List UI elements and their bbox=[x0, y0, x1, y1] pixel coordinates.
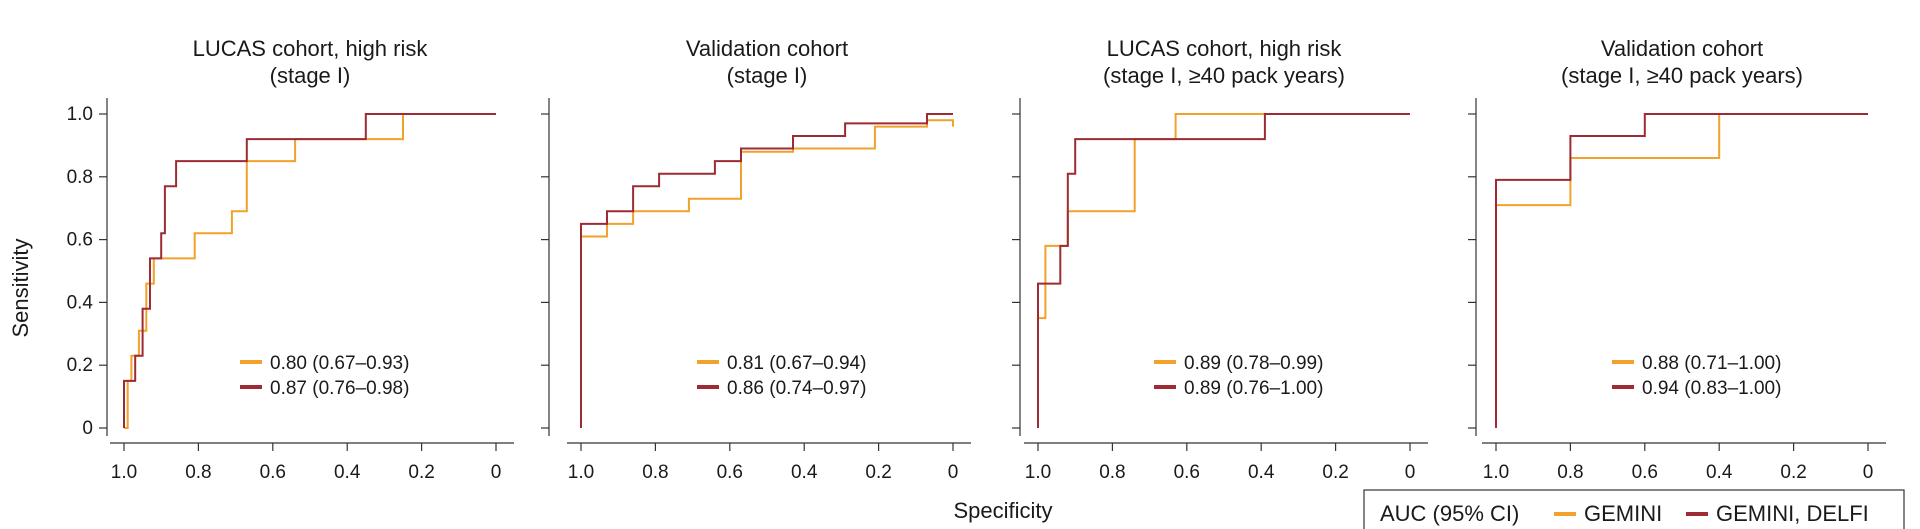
panel-4-gemini-delfi-roc-line bbox=[1495, 113, 1868, 428]
panel-2-x-tick-label: 0.6 bbox=[717, 462, 743, 483]
panel-3-title-line-1: LUCAS cohort, high risk bbox=[1107, 36, 1343, 61]
panel-1-x-tick-label: 1.0 bbox=[111, 462, 137, 483]
panel-1-title-line-2: (stage I) bbox=[270, 63, 351, 88]
panel-4-title-line-2: (stage I, ≥40 pack years) bbox=[1561, 63, 1803, 88]
roc-panel-3: LUCAS cohort, high risk(stage I, ≥40 pac… bbox=[1012, 36, 1428, 483]
panel-1-x-tick-label: 0.6 bbox=[260, 462, 286, 483]
panel-3-x-tick-label: 0 bbox=[1405, 462, 1416, 483]
panel-3-gemini-delfi-roc-line bbox=[1037, 113, 1410, 428]
bottom-legend-title: AUC (95% CI) bbox=[1380, 501, 1519, 526]
roc-panel-4: Validation cohort(stage I, ≥40 pack year… bbox=[1468, 36, 1886, 483]
panel-2-x-tick-label: 0.8 bbox=[642, 462, 668, 483]
panel-2-x-tick-label: 0.2 bbox=[865, 462, 891, 483]
panel-4-x-tick-label: 0.8 bbox=[1557, 462, 1583, 483]
panel-4-gemini-roc-line bbox=[1496, 113, 1868, 207]
panel-3-x-tick-label: 0.6 bbox=[1174, 462, 1200, 483]
panel-1-legend-auc-gemini: 0.80 (0.67–0.93) bbox=[270, 353, 409, 374]
bottom-legend-gemini-label: GEMINI bbox=[1584, 501, 1662, 526]
roc-panel-2: Validation cohort(stage I) 1.0 0.8 0.6 0.4 0.… bbox=[541, 36, 971, 483]
bottom-legend: AUC (95% CI) GEMINI GEMINI, DELFI bbox=[1363, 489, 1905, 529]
panel-4-title-line-1: Validation cohort bbox=[1601, 36, 1763, 61]
panel-1-x-tick-label: 0.2 bbox=[408, 462, 434, 483]
panel-1-x-tick-label: 0 bbox=[491, 462, 502, 483]
y-tick-label: 0.2 bbox=[67, 355, 93, 376]
panel-1-x-tick-label: 0.8 bbox=[185, 462, 211, 483]
panel-3-legend-auc-gemini-delfi: 0.89 (0.76–1.00) bbox=[1184, 378, 1323, 399]
panel-3-gemini-roc-line bbox=[1038, 113, 1410, 320]
panel-2-title-line-2: (stage I) bbox=[727, 63, 808, 88]
panel-2-title-line-1: Validation cohort bbox=[686, 36, 848, 61]
panel-4-x-tick-label: 1.0 bbox=[1483, 462, 1509, 483]
panel-4-x-tick-label: 0.2 bbox=[1780, 462, 1806, 483]
panel-2-gemini-delfi-roc-line bbox=[580, 113, 953, 428]
panel-3-x-tick-label: 0.2 bbox=[1322, 462, 1348, 483]
x-axis-label: Specificity bbox=[953, 498, 1052, 523]
bottom-legend-delfi-label: GEMINI, DELFI bbox=[1716, 501, 1869, 526]
panel-2-legend-auc-gemini-delfi: 0.86 (0.74–0.97) bbox=[727, 378, 866, 399]
y-tick-label: 0.4 bbox=[67, 292, 94, 313]
panel-4-x-tick-label: 0.6 bbox=[1632, 462, 1658, 483]
panel-2-x-tick-label: 0.4 bbox=[791, 462, 818, 483]
y-tick-label: 0.8 bbox=[67, 167, 93, 188]
panel-3-x-tick-label: 0.8 bbox=[1099, 462, 1125, 483]
roc-panel-1: LUCAS cohort, high risk(stage I) 0 0.2 0.4 0… bbox=[67, 36, 514, 483]
panel-1-legend-auc-gemini-delfi: 0.87 (0.76–0.98) bbox=[270, 378, 409, 399]
panel-4-x-tick-label: 0 bbox=[1863, 462, 1874, 483]
panel-2-x-tick-label: 1.0 bbox=[568, 462, 594, 483]
y-tick-label: 0 bbox=[82, 418, 93, 439]
panel-4-legend-auc-gemini-delfi: 0.94 (0.83–1.00) bbox=[1642, 378, 1781, 399]
y-tick-label: 1.0 bbox=[67, 104, 93, 125]
panel-1-x-tick-label: 0.4 bbox=[334, 462, 361, 483]
panel-3-x-tick-label: 0.4 bbox=[1248, 462, 1275, 483]
panel-3-legend-auc-gemini: 0.89 (0.78–0.99) bbox=[1184, 353, 1323, 374]
panel-1-gemini-roc-line bbox=[124, 113, 496, 429]
roc-panels: LUCAS cohort, high risk(stage I)00.20.40… bbox=[67, 36, 1886, 483]
panel-2-x-tick-label: 0 bbox=[948, 462, 959, 483]
panel-3-title-line-2: (stage I, ≥40 pack years) bbox=[1103, 63, 1345, 88]
panel-2-gemini-roc-line bbox=[581, 119, 954, 238]
panel-1-gemini-delfi-roc-line bbox=[123, 113, 496, 428]
y-axis-label: Sensitivity bbox=[8, 238, 33, 337]
y-tick-label: 0.6 bbox=[67, 230, 93, 251]
panel-4-x-tick-label: 0.4 bbox=[1706, 462, 1733, 483]
panel-3-x-tick-label: 1.0 bbox=[1025, 462, 1051, 483]
panel-2-legend-auc-gemini: 0.81 (0.67–0.94) bbox=[727, 353, 866, 374]
panel-1-title-line-1: LUCAS cohort, high risk bbox=[193, 36, 429, 61]
bottom-legend-box bbox=[1363, 489, 1905, 529]
panel-4-legend-auc-gemini: 0.88 (0.71–1.00) bbox=[1642, 353, 1781, 374]
